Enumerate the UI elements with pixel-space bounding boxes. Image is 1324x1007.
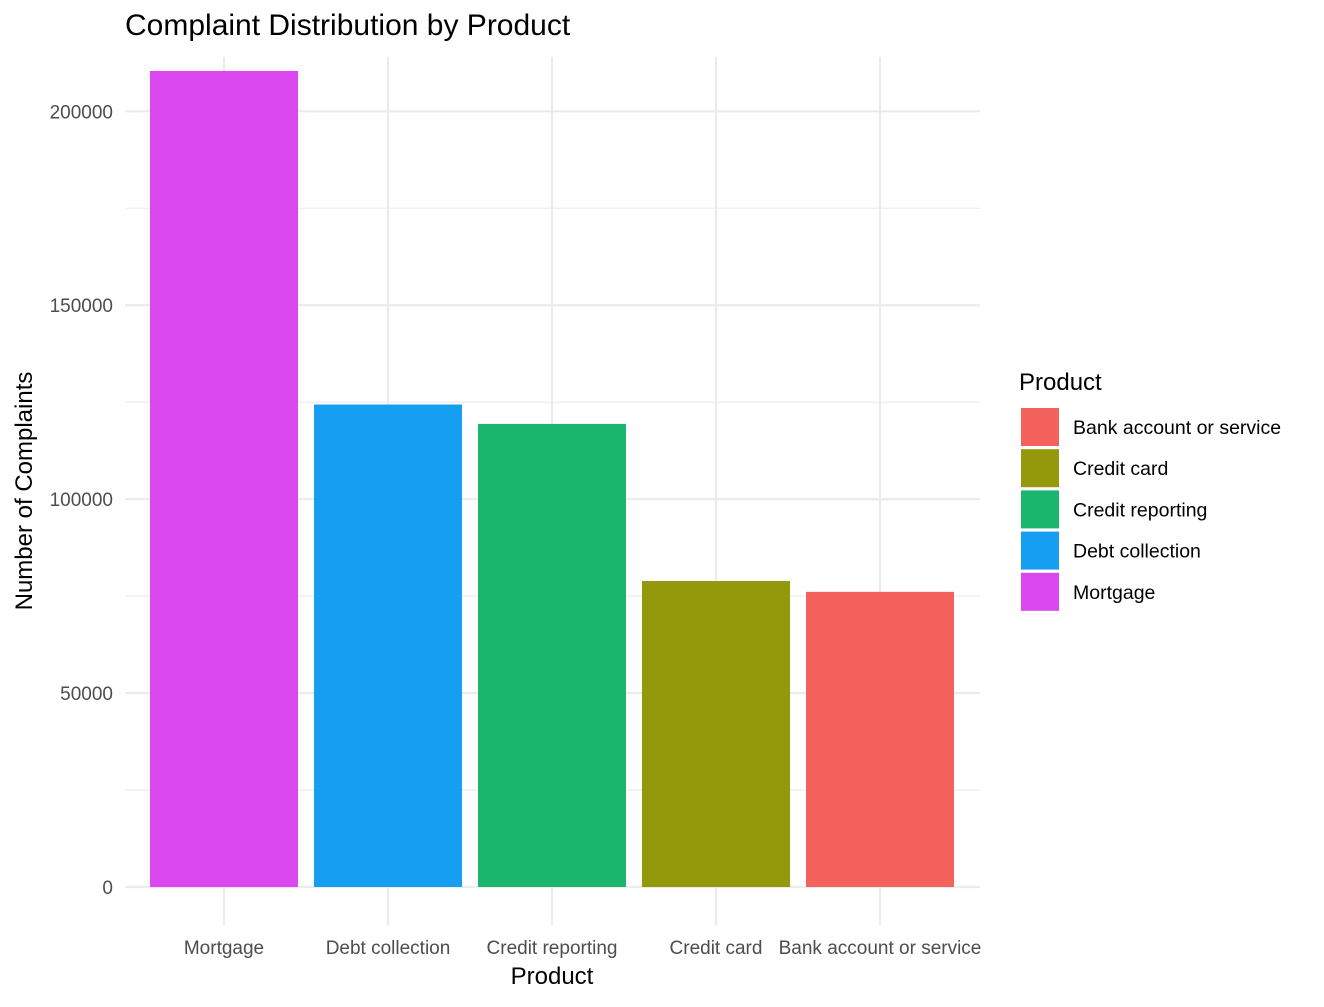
legend-label: Mortgage	[1073, 582, 1155, 604]
y-tick-label: 100000	[50, 490, 113, 511]
x-tick-label: Bank account or service	[779, 938, 982, 959]
y-axis-ticks: 0 50000 100000 150000 200000	[50, 102, 113, 899]
legend-key	[1021, 490, 1059, 529]
legend: Product Bank account or service Credit ca…	[1019, 369, 1281, 611]
legend-key	[1021, 531, 1059, 570]
legend-label: Credit card	[1073, 458, 1168, 480]
y-tick-label: 200000	[50, 102, 113, 123]
legend-key	[1021, 449, 1059, 488]
legend-items: Bank account or service Credit card Credit…	[1021, 408, 1281, 611]
bar-credit-reporting	[478, 423, 626, 887]
y-tick-label: 150000	[50, 296, 113, 317]
legend-label: Credit reporting	[1073, 499, 1207, 521]
bar-mortgage	[150, 70, 298, 887]
legend-label: Bank account or service	[1073, 417, 1281, 439]
y-axis-title: Number of Complaints	[11, 372, 38, 611]
y-tick-label: 50000	[60, 684, 113, 705]
x-tick-label: Credit reporting	[487, 938, 618, 959]
legend-key	[1021, 572, 1059, 611]
legend-title: Product	[1019, 369, 1102, 396]
y-tick-label: 0	[102, 878, 113, 899]
bar-bank-account-or-service	[806, 591, 954, 887]
x-axis-ticks: Mortgage Debt collection Credit reporting C…	[184, 938, 982, 959]
legend-label: Debt collection	[1073, 541, 1201, 563]
bars	[150, 70, 954, 887]
legend-key	[1021, 408, 1059, 446]
x-axis-title: Product	[511, 963, 594, 990]
x-tick-label: Mortgage	[184, 938, 264, 959]
x-tick-label: Debt collection	[326, 938, 451, 959]
bar-debt-collection	[314, 404, 462, 887]
bar-credit-card	[642, 580, 790, 887]
x-tick-label: Credit card	[670, 938, 763, 959]
chart-title: Complaint Distribution by Product	[125, 9, 571, 42]
